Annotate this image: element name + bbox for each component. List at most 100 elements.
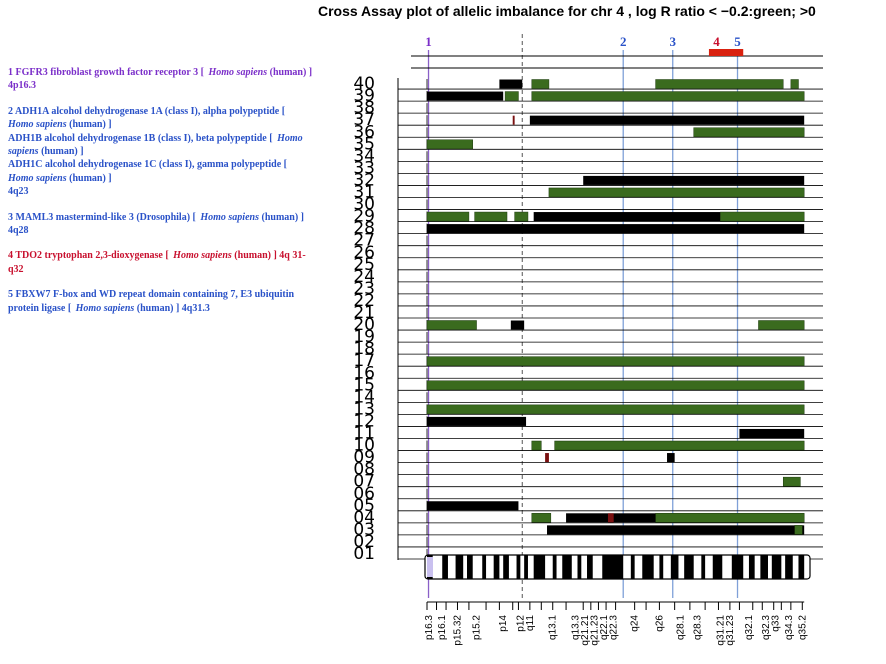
band-label: p15.32	[452, 615, 463, 646]
band-label: q35.2	[797, 615, 808, 640]
sample-label: 28	[353, 219, 375, 239]
ideogram-band	[493, 555, 500, 579]
sample-label: 19	[353, 327, 375, 347]
sample-label: 16	[353, 363, 375, 383]
gene-line: ADH1B alcohol dehydrogenase 1B (class I)…	[8, 132, 313, 159]
sample-label: 06	[353, 484, 375, 504]
sample-label: 05	[353, 496, 375, 516]
segment-green	[531, 440, 542, 451]
gene-line: 1 FGFR3 fibroblast growth factor recepto…	[8, 66, 313, 93]
sample-label: 26	[353, 243, 375, 263]
sample-label: 22	[353, 291, 375, 311]
sample-label: 07	[353, 472, 375, 492]
gene-entry: 5 FBXW7 F-box and WD repeat domain conta…	[8, 288, 313, 315]
sample-label: 24	[353, 267, 375, 287]
ideogram-band	[503, 555, 509, 579]
band-label: q28.1	[675, 615, 686, 640]
ideogram-band	[442, 555, 448, 579]
sample-label: 39	[353, 86, 375, 106]
species-name: Homo sapiens	[75, 302, 135, 314]
sample-label: 31	[353, 183, 375, 203]
gene-marker-label: 1	[425, 34, 432, 49]
gene-text: (human) ]	[66, 119, 112, 131]
segment-green	[504, 91, 519, 101]
band-label: q33	[771, 615, 782, 632]
gene-text: 5 FBXW7 F-box and WD repeat domain conta…	[8, 289, 295, 314]
segment-green	[693, 127, 805, 137]
segment-black	[427, 91, 504, 101]
gene-line: 4 TDO2 tryptophan 2,3-dioxygenase [ Homo…	[8, 249, 313, 276]
segment-green	[426, 356, 805, 366]
band-label: q28.3	[693, 615, 704, 640]
gene-marker-label: 2	[620, 34, 627, 49]
gene-text: (human) ] 4q28	[8, 211, 304, 237]
ideogram-band	[587, 555, 593, 579]
segment-black	[427, 416, 527, 426]
band-label: q22.3	[609, 615, 620, 640]
gene-text: (human) ] 4q31.3	[134, 302, 210, 314]
segment-black	[510, 320, 525, 330]
tdo2-region-bar	[708, 49, 744, 56]
sample-label: 20	[353, 315, 375, 335]
band-label: q22.1	[599, 615, 610, 640]
ideogram-band	[798, 555, 805, 579]
sample-label: 32	[353, 170, 375, 190]
gene-text: (human) ]	[66, 172, 112, 184]
segment-green	[758, 320, 805, 330]
band-label: p16.3	[424, 615, 435, 640]
gene-text: ADH1C alcohol dehydrogenase 1C (class I)…	[8, 159, 287, 171]
gene-entry: 4 TDO2 tryptophan 2,3-dioxygenase [ Homo…	[8, 249, 313, 276]
sample-label: 30	[353, 195, 375, 215]
sample-label: 10	[353, 436, 375, 456]
gene-line: 3 MAML3 mastermind-like 3 (Drosophila) […	[8, 211, 313, 238]
segment-red	[512, 115, 515, 125]
segment-green	[548, 187, 805, 198]
sample-label: 27	[353, 231, 375, 251]
ideogram-band	[482, 555, 487, 579]
band-label: q13.3	[571, 615, 582, 640]
gene-text: 4q23	[8, 186, 29, 198]
ideogram-band	[467, 555, 473, 579]
ideogram-band	[562, 555, 572, 579]
gene-line: 5 FBXW7 F-box and WD repeat domain conta…	[8, 288, 313, 315]
sample-label: 02	[353, 532, 375, 552]
species-name: Homo sapiens	[8, 132, 303, 158]
gene-text: (human) ]	[38, 146, 84, 158]
species-name: Homo sapiens	[200, 211, 259, 223]
sample-label: 03	[353, 520, 375, 540]
segment-black	[739, 428, 805, 438]
ideogram-band	[552, 555, 557, 579]
gene-line: ADH1C alcohol dehydrogenase 1C (class I)…	[8, 158, 313, 185]
segment-green	[794, 525, 803, 535]
gene-marker-label: 3	[669, 34, 676, 49]
segment-black	[667, 453, 675, 463]
band-label: q31.23	[725, 615, 736, 646]
segment-green	[655, 79, 784, 89]
species-name: Homo sapiens	[173, 250, 232, 262]
band-label: p15.2	[472, 615, 483, 640]
ideogram-band	[455, 555, 464, 579]
species-name: Homo sapiens	[8, 119, 67, 131]
segment-green	[426, 211, 470, 222]
segment-green	[782, 476, 801, 487]
band-label: q32.1	[744, 615, 755, 640]
ideogram-band	[516, 555, 521, 579]
sample-label: 18	[353, 339, 375, 359]
ideogram-band	[701, 555, 706, 579]
gene-text: 2 ADH1A alcohol dehydrogenase 1A (class …	[8, 105, 286, 117]
gene-text: ADH1B alcohol dehydrogenase 1B (class I)…	[8, 132, 276, 144]
sample-label: 13	[353, 399, 375, 419]
ideogram-band	[670, 555, 679, 579]
band-label: q34.3	[784, 615, 795, 640]
band-label: q21.21	[580, 615, 591, 646]
gene-entry: 2 ADH1A alcohol dehydrogenase 1A (class …	[8, 105, 313, 199]
gene-entry: 1 FGFR3 fibroblast growth factor recepto…	[8, 66, 313, 93]
sample-label: 12	[353, 411, 375, 431]
sample-label: 23	[353, 279, 375, 299]
band-label: q13.1	[548, 615, 559, 640]
gene-entry: 3 MAML3 mastermind-like 3 (Drosophila) […	[8, 211, 313, 238]
sample-label: 34	[353, 146, 375, 166]
ideogram-band	[785, 555, 793, 579]
gene-text: (human) ] 4p16.3	[8, 67, 313, 92]
sample-label: 01	[353, 544, 375, 564]
